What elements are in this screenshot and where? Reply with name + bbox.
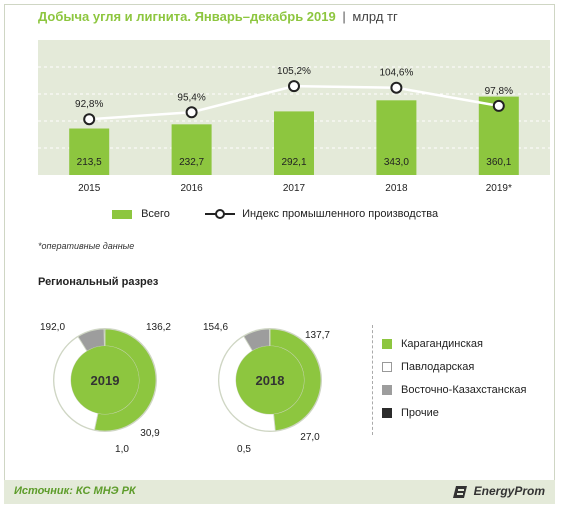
bar xyxy=(171,124,212,175)
bar-value-label: 343,0 xyxy=(384,157,409,168)
x-tick-label: 2015 xyxy=(78,183,101,194)
index-point xyxy=(288,80,300,93)
donut-value-label: 192,0 xyxy=(40,322,65,333)
x-tick-label: 2016 xyxy=(180,183,203,194)
region-swatch-east-kz xyxy=(382,385,392,395)
donut-hole xyxy=(71,346,139,414)
index-point xyxy=(83,113,96,126)
donut-center-label: 2018 xyxy=(256,373,285,388)
bar xyxy=(274,111,314,175)
x-tick-label: 2018 xyxy=(385,183,408,194)
legend-line: Индекс промышленного производства xyxy=(205,208,438,220)
donut-value-label: 154,6 xyxy=(203,322,228,333)
region-legend-item: Прочие xyxy=(382,407,527,419)
index-point xyxy=(185,106,198,119)
brand-logo: EnergyProm xyxy=(453,484,545,498)
bar-value-label: 360,1 xyxy=(486,157,511,168)
region-legend-item: Павлодарская xyxy=(382,361,527,373)
footer: Источник: КС МНЭ РК EnergyProm xyxy=(4,480,555,504)
x-tick-label: 2017 xyxy=(283,183,306,194)
bar-value-label: 213,5 xyxy=(77,157,102,168)
donut-slice xyxy=(269,328,271,347)
donut-value-label: 137,7 xyxy=(305,330,330,341)
x-tick-label: 2019* xyxy=(486,183,512,194)
donut-slice xyxy=(103,328,106,347)
donut-center-label: 2019 xyxy=(91,373,120,388)
title-unit: млрд тг xyxy=(352,9,398,24)
title-separator: | xyxy=(342,9,346,24)
index-point-label: 95,4% xyxy=(177,92,205,103)
index-point xyxy=(492,99,505,112)
donut-value-label: 136,2 xyxy=(146,322,171,333)
legend-bar: Всего xyxy=(112,208,170,220)
legend-bar-swatch xyxy=(112,209,132,219)
bar xyxy=(376,100,417,175)
legend-line-label: Индекс промышленного производства xyxy=(242,208,439,220)
index-point-label: 92,8% xyxy=(75,99,103,110)
index-point-label: 97,8% xyxy=(485,86,513,97)
region-legend-item: Карагандинская xyxy=(382,338,527,350)
title-main: Добыча угля и лигнита. Январь–декабрь 20… xyxy=(38,9,336,24)
bar-value-label: 292,1 xyxy=(281,157,306,168)
region-label: Восточно-Казахстанская xyxy=(401,384,527,396)
region-label: Прочие xyxy=(401,407,439,419)
region-label: Павлодарская xyxy=(401,361,475,373)
region-swatch-karaganda xyxy=(382,339,392,349)
donut-value-label: 1,0 xyxy=(115,444,129,455)
energyprom-logo-icon xyxy=(453,484,468,498)
donut-value-label: 27,0 xyxy=(300,432,320,443)
regional-title: Региональный разрез xyxy=(38,276,159,288)
region-swatch-pavlodar xyxy=(382,362,392,372)
donut-value-label: 0,5 xyxy=(237,444,251,455)
page-title: Добыча угля и лигнита. Январь–декабрь 20… xyxy=(38,9,398,24)
bar xyxy=(69,128,110,175)
source-text: Источник: КС МНЭ РК xyxy=(14,485,136,497)
region-legend: Карагандинская Павлодарская Восточно-Каз… xyxy=(382,338,527,430)
legend-line-swatch xyxy=(205,209,235,220)
legend-bar-label: Всего xyxy=(141,208,170,220)
region-label: Карагандинская xyxy=(401,338,483,350)
donut-hole xyxy=(236,346,304,414)
index-point-label: 104,6% xyxy=(379,68,413,79)
legend-divider xyxy=(372,325,374,435)
footnote: *оперативные данные xyxy=(38,241,135,251)
donut-value-label: 30,9 xyxy=(140,428,160,439)
index-point xyxy=(390,81,403,94)
index-point-label: 105,2% xyxy=(277,66,311,77)
brand-name: EnergyProm xyxy=(473,484,545,498)
bar-value-label: 232,7 xyxy=(179,157,204,168)
region-swatch-other xyxy=(382,408,392,418)
region-legend-item: Восточно-Казахстанская xyxy=(382,384,527,396)
